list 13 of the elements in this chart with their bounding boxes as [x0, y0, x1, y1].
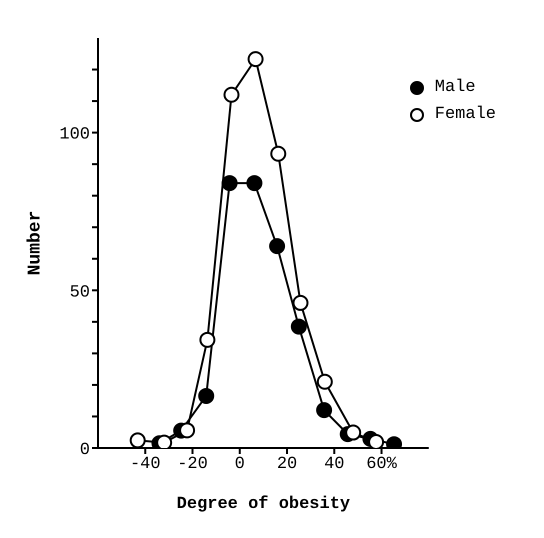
y-axis-title: Number — [25, 210, 46, 276]
legend-label: Female — [434, 105, 496, 124]
x-tick-label: 40 — [324, 455, 344, 474]
legend-label: Male — [434, 78, 476, 97]
y-tick-label: 50 — [70, 283, 90, 302]
y-tick-label: 100 — [59, 126, 90, 145]
y-tick-label: 0 — [80, 441, 90, 460]
x-tick-label: 0 — [234, 455, 245, 474]
x-tick-label: 60% — [366, 455, 398, 474]
x-tick-label: -40 — [130, 455, 161, 474]
x-axis-title: Degree of obesity — [176, 495, 350, 514]
x-tick-label: 20 — [276, 455, 298, 474]
x-tick-label: -20 — [177, 455, 208, 474]
